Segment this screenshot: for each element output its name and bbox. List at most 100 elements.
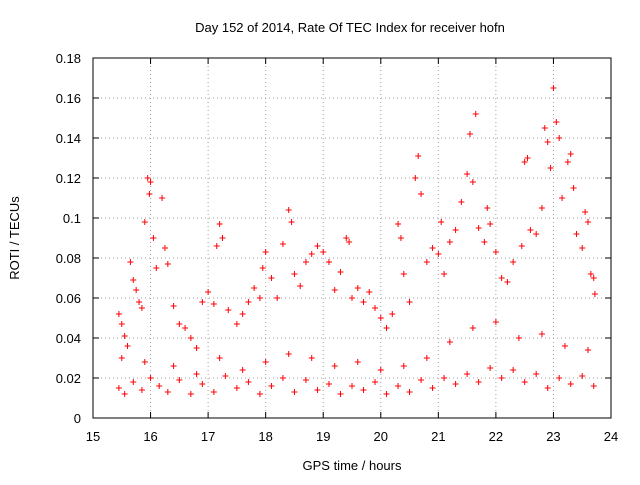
data-point-marker	[430, 245, 436, 251]
y-tick-label: 0.16	[56, 91, 81, 106]
data-point-marker	[130, 379, 136, 385]
data-point-marker	[139, 305, 145, 311]
data-point-marker	[556, 135, 562, 141]
roti-scatter-chart: Day 152 of 2014, Rate Of TEC Index for r…	[0, 0, 640, 480]
data-point-marker	[257, 391, 263, 397]
data-point-marker	[407, 299, 413, 305]
data-point-marker	[470, 325, 476, 331]
data-point-marker	[487, 365, 493, 371]
data-point-marker	[263, 249, 269, 255]
data-point-marker	[205, 289, 211, 295]
data-point-marker	[130, 277, 136, 283]
data-point-marker	[539, 331, 545, 337]
data-point-marker	[320, 249, 326, 255]
data-point-marker	[211, 389, 217, 395]
data-point-marker	[453, 381, 459, 387]
x-tick-label: 23	[546, 429, 560, 444]
data-point-marker	[217, 355, 223, 361]
y-tick-label: 0.14	[56, 131, 81, 146]
y-axis-label: ROTI / TECUs	[7, 196, 22, 280]
data-point-marker	[384, 325, 390, 331]
x-tick-label: 20	[374, 429, 388, 444]
data-point-marker	[260, 265, 266, 271]
data-point-marker	[314, 243, 320, 249]
data-point-marker	[493, 249, 499, 255]
data-point-marker	[289, 219, 295, 225]
data-point-marker	[441, 375, 447, 381]
data-point-marker	[217, 221, 223, 227]
data-point-marker	[424, 259, 430, 265]
data-point-marker	[372, 379, 378, 385]
data-point-marker	[398, 235, 404, 241]
data-point-marker	[337, 269, 343, 275]
data-point-marker	[378, 315, 384, 321]
x-tick-label: 15	[86, 429, 100, 444]
data-point-marker	[146, 191, 152, 197]
data-point-marker	[418, 191, 424, 197]
data-point-marker	[453, 227, 459, 233]
data-point-marker	[343, 235, 349, 241]
x-axis-label: GPS time / hours	[303, 458, 402, 473]
data-point-marker	[548, 165, 554, 171]
data-point-marker	[415, 153, 421, 159]
data-point-marker	[430, 385, 436, 391]
data-point-marker	[361, 299, 367, 305]
chart-container: Day 152 of 2014, Rate Of TEC Index for r…	[0, 0, 640, 480]
data-point-marker	[484, 205, 490, 211]
data-point-marker	[156, 383, 162, 389]
x-tick-labels: 15 16 17 18 19 20 21 22 23 24	[86, 429, 618, 444]
data-point-marker	[571, 185, 577, 191]
data-point-marker	[125, 343, 131, 349]
data-point-marker	[153, 265, 159, 271]
data-point-marker	[127, 259, 133, 265]
data-point-marker	[291, 271, 297, 277]
data-point-marker	[159, 195, 165, 201]
data-point-marker	[280, 375, 286, 381]
data-point-marker	[447, 339, 453, 345]
data-point-marker	[458, 199, 464, 205]
data-point-marker	[464, 171, 470, 177]
data-point-marker	[355, 359, 361, 365]
data-point-marker	[122, 391, 128, 397]
data-point-marker	[171, 303, 177, 309]
data-point-marker	[510, 367, 516, 373]
data-point-marker	[309, 251, 315, 257]
data-point-marker	[585, 347, 591, 353]
data-point-marker	[539, 205, 545, 211]
data-point-marker	[194, 345, 200, 351]
data-point-marker	[591, 275, 597, 281]
data-point-marker	[361, 387, 367, 393]
data-point-marker	[142, 359, 148, 365]
data-point-marker	[565, 159, 571, 165]
data-point-marker	[550, 85, 556, 91]
data-point-marker	[268, 383, 274, 389]
y-tick-label: 0.08	[56, 251, 81, 266]
data-point-marker	[234, 321, 240, 327]
data-point-marker	[389, 311, 395, 317]
data-point-marker	[481, 239, 487, 245]
data-point-marker	[314, 387, 320, 393]
x-tick-label: 24	[604, 429, 618, 444]
y-tick-label: 0.12	[56, 171, 81, 186]
data-point-marker	[545, 139, 551, 145]
data-point-marker	[401, 363, 407, 369]
data-point-marker	[145, 175, 151, 181]
data-point-marker	[522, 379, 528, 385]
data-point-marker	[579, 245, 585, 251]
data-point-marker	[533, 231, 539, 237]
x-tick-label: 18	[258, 429, 272, 444]
data-point-marker	[194, 371, 200, 377]
y-tick-label: 0.04	[56, 331, 81, 346]
data-point-marker	[116, 385, 122, 391]
data-point-marker	[412, 175, 418, 181]
data-point-marker	[162, 245, 168, 251]
data-point-marker	[562, 343, 568, 349]
data-point-marker	[171, 363, 177, 369]
data-point-marker	[568, 381, 574, 387]
data-point-marker	[133, 287, 139, 293]
data-point-marker	[274, 295, 280, 301]
data-point-marker	[165, 389, 171, 395]
data-point-marker	[332, 287, 338, 293]
data-point-marker	[199, 299, 205, 305]
data-point-marker	[585, 219, 591, 225]
